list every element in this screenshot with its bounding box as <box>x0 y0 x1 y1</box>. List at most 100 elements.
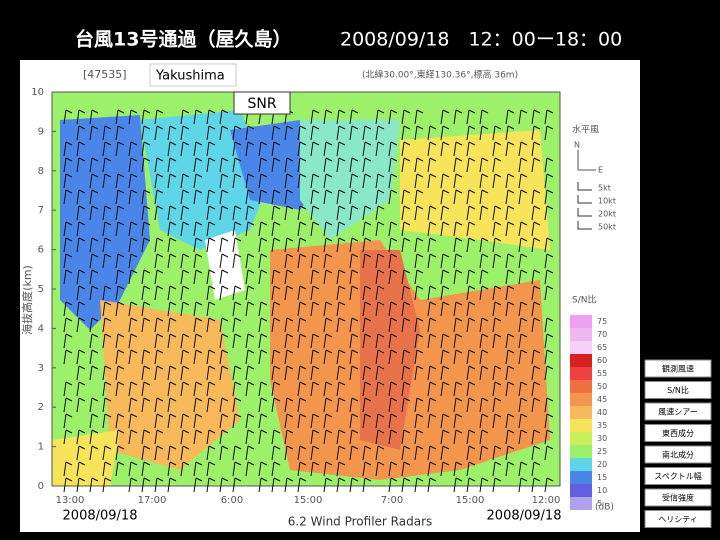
nav-button-label[interactable]: 南北成分 <box>662 450 694 460</box>
wind-barb <box>115 413 125 429</box>
wind-barb <box>63 157 73 173</box>
wind-barb <box>466 189 476 205</box>
nav-button[interactable] <box>644 402 712 421</box>
wind-barb <box>518 301 528 317</box>
wind-barb <box>232 365 242 381</box>
nav-button-label[interactable]: ヘリシティ <box>658 515 698 524</box>
wind-barb <box>401 349 411 365</box>
wind-barb <box>141 221 151 237</box>
wind-barb <box>427 157 437 173</box>
wind-legend-label: 5kt <box>598 184 611 193</box>
wind-barb <box>297 221 307 237</box>
wind-barb <box>128 397 138 413</box>
wind-barb <box>102 445 112 461</box>
nav-button-label[interactable]: スペクトル幅 <box>654 471 701 481</box>
wind-barb <box>440 413 450 429</box>
wind-barb <box>245 445 255 461</box>
wind-barb <box>284 349 294 365</box>
wind-barb <box>453 397 463 413</box>
wind-barb <box>232 157 242 173</box>
wind-barb <box>219 269 229 285</box>
colorbar-label: 40 <box>597 408 607 417</box>
nav-button-label[interactable]: 風速シアー <box>658 408 698 417</box>
wind-barb <box>336 397 346 413</box>
nav-button[interactable] <box>644 424 712 442</box>
nav-button[interactable] <box>644 467 712 485</box>
wind-barb <box>128 349 138 365</box>
wind-barb <box>401 317 411 333</box>
wind-barb <box>89 237 99 253</box>
wind-barb <box>128 109 138 125</box>
wind-legend-east: E <box>598 166 603 175</box>
wind-barb <box>453 477 463 493</box>
wind-barb <box>193 461 203 477</box>
nav-button-label[interactable]: 観測風速 <box>662 364 694 374</box>
wind-barb <box>375 285 385 301</box>
wind-barb <box>245 205 255 221</box>
nav-button[interactable] <box>644 359 712 378</box>
wind-barb <box>531 397 541 413</box>
wind-barb <box>258 301 268 317</box>
wind-barb <box>219 109 229 125</box>
nav-button[interactable] <box>644 488 712 507</box>
wind-barb <box>115 189 125 205</box>
wind-barb <box>128 253 138 269</box>
wind-barb <box>167 301 177 317</box>
wind-barb <box>414 109 424 125</box>
wind-barb <box>219 173 229 189</box>
wind-barb <box>479 285 489 301</box>
wind-barb <box>323 237 333 253</box>
wind-barb <box>193 413 203 429</box>
wind-barb <box>180 205 190 221</box>
wind-barb <box>440 365 450 381</box>
nav-button-label[interactable]: S/N比 <box>667 385 689 395</box>
wind-barb <box>76 269 86 285</box>
nav-button[interactable] <box>644 510 712 528</box>
wind-barb <box>362 173 372 189</box>
wind-barb <box>206 461 216 477</box>
wind-barb <box>206 445 216 461</box>
y-axis-label: 海抜高度(km) <box>20 265 34 335</box>
wind-barb <box>375 109 385 125</box>
nav-button[interactable] <box>644 381 712 399</box>
wind-barb <box>154 125 164 141</box>
wind-barb <box>544 285 554 301</box>
wind-barb <box>89 269 99 285</box>
wind-barb <box>492 205 502 221</box>
wind-barb <box>245 413 255 429</box>
wind-barb <box>453 189 463 205</box>
wind-barb <box>154 205 164 221</box>
wind-barb <box>349 285 359 301</box>
wind-barb <box>115 349 125 365</box>
nav-button-label[interactable]: 受信強度 <box>662 493 694 503</box>
wind-barb <box>245 349 255 365</box>
wind-barb <box>388 413 398 429</box>
wind-barb <box>323 381 333 397</box>
wind-barb <box>505 221 515 237</box>
nav-button[interactable] <box>644 445 712 464</box>
wind-barb <box>401 269 411 285</box>
wind-barb <box>284 333 294 349</box>
wind-barb <box>453 157 463 173</box>
wind-barb <box>492 477 502 493</box>
wind-barb <box>375 365 385 381</box>
wind-barb <box>362 365 372 381</box>
wind-barb <box>414 189 424 205</box>
wind-barb <box>323 269 333 285</box>
wind-barb <box>102 205 112 221</box>
x-tick-label: 12:00 <box>532 495 561 506</box>
wind-barb <box>375 413 385 429</box>
wind-barb <box>375 125 385 141</box>
wind-barb <box>544 269 554 285</box>
wind-barb <box>440 125 450 141</box>
wind-barb <box>76 445 86 461</box>
wind-barb <box>479 173 489 189</box>
wind-barb <box>219 445 229 461</box>
wind-barb <box>388 397 398 413</box>
wind-barb <box>531 365 541 381</box>
nav-button-label[interactable]: 東西成分 <box>662 428 694 438</box>
wind-barb <box>206 221 216 237</box>
wind-legend-label: 20kt <box>598 210 616 219</box>
wind-barb <box>141 445 151 461</box>
wind-barb <box>180 109 190 125</box>
